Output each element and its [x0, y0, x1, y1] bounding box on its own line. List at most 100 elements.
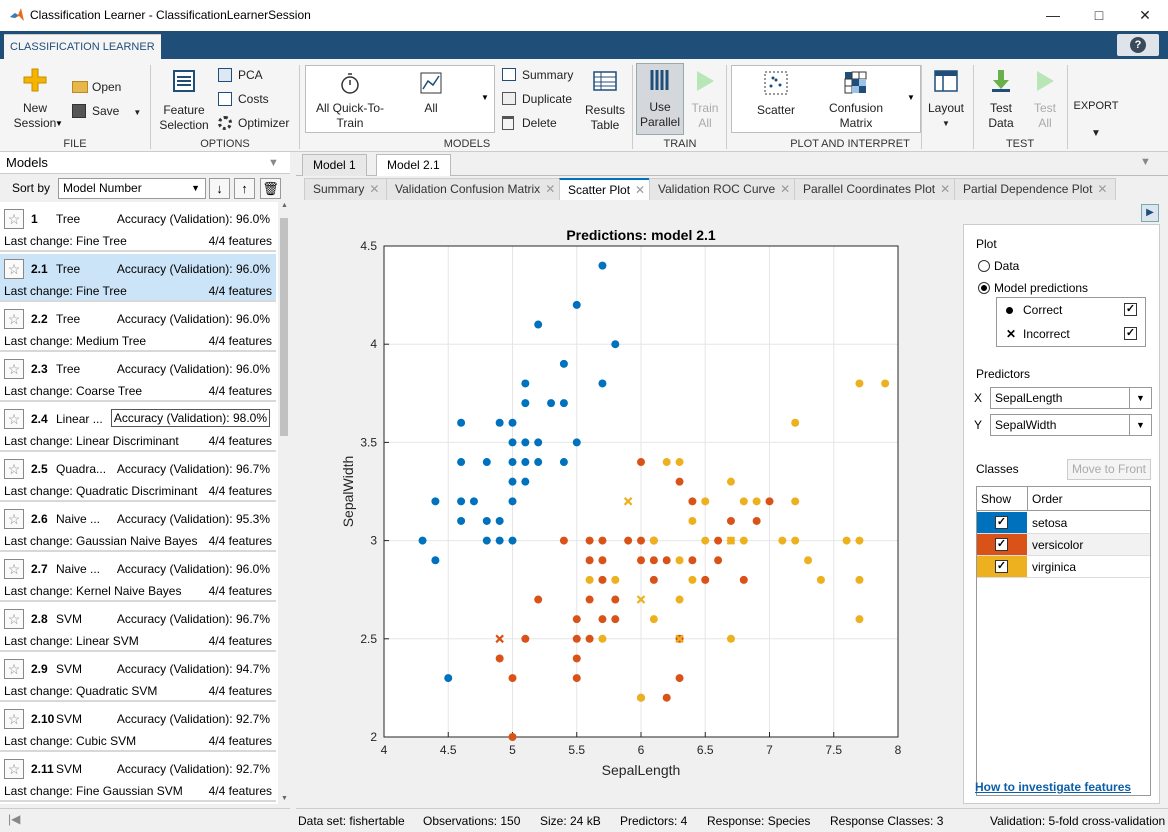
arrow-down-icon: ↓ [216, 181, 223, 196]
duplicate-button[interactable]: Duplicate [502, 92, 572, 107]
minimize-button[interactable]: — [1046, 7, 1060, 23]
delete-model-button[interactable]: 🗑 [260, 178, 281, 199]
use-parallel-button[interactable]: Use Parallel [636, 63, 684, 135]
collapse-panel-icon[interactable]: |◀ [8, 812, 21, 826]
scrollbar-thumb[interactable] [280, 218, 288, 436]
feature-selection-button[interactable]: Feature Selection [156, 69, 212, 133]
delete-button[interactable]: Delete [502, 116, 557, 131]
train-all-button[interactable]: Train All [688, 69, 722, 131]
new-session-button[interactable]: New Session [6, 67, 64, 131]
investigate-features-link[interactable]: How to investigate features [975, 780, 1132, 794]
model-card[interactable]: ☆ 2.1 Tree Accuracy (Validation): 96.0% Last… [0, 254, 276, 302]
costs-button[interactable]: Costs [218, 92, 269, 107]
close-icon[interactable]: ✕ [635, 183, 646, 197]
save-dropdown-icon[interactable]: ▼ [133, 108, 142, 117]
close-icon[interactable]: ✕ [1097, 182, 1108, 196]
favorite-star-icon[interactable]: ☆ [4, 659, 24, 679]
class-row[interactable]: ✓ setosa [977, 512, 1150, 534]
favorite-star-icon[interactable]: ☆ [4, 509, 24, 529]
class-show-checkbox[interactable]: ✓ [995, 516, 1008, 529]
favorite-star-icon[interactable]: ☆ [4, 359, 24, 379]
tab-model-1[interactable]: Model 1 [302, 154, 367, 176]
tab-validation-confusion-matrix[interactable]: Validation Confusion Matrix ✕ [386, 178, 565, 200]
favorite-star-icon[interactable]: ☆ [4, 559, 24, 579]
model-card[interactable]: ☆ 1 Tree Accuracy (Validation): 96.0% Last c… [0, 204, 276, 252]
favorite-star-icon[interactable]: ☆ [4, 459, 24, 479]
favorite-star-icon[interactable]: ☆ [4, 259, 24, 279]
panel-menu-icon[interactable]: ▼ [268, 157, 279, 169]
model-card[interactable]: ☆ 2.4 Linear ... Accuracy (Validation): 98.… [0, 404, 276, 452]
pca-button[interactable]: PCA [218, 68, 263, 83]
maximize-button[interactable]: □ [1094, 7, 1104, 23]
help-button[interactable]: ? [1117, 34, 1159, 56]
model-card[interactable]: ☆ 2.6 Naive ... Accuracy (Validation): 95.3… [0, 504, 276, 552]
data-point-correct [572, 634, 581, 643]
gallery-expand-icon[interactable]: ▼ [481, 93, 489, 102]
data-radio[interactable]: Data [978, 259, 1019, 273]
tab-validation-roc-curve[interactable]: Validation ROC Curve ✕ [649, 178, 800, 200]
class-show-checkbox[interactable]: ✓ [995, 560, 1008, 573]
tab-model-2-1[interactable]: Model 2.1 [376, 154, 451, 176]
close-button[interactable]: ✕ [1139, 7, 1151, 23]
tab-scatter-plot[interactable]: Scatter Plot ✕ [559, 178, 655, 200]
data-point-correct [559, 359, 568, 368]
scroll-down-icon[interactable]: ▼ [281, 795, 288, 802]
tab-parallel-coordinates-plot[interactable]: Parallel Coordinates Plot ✕ [794, 178, 960, 200]
class-row[interactable]: ✓ versicolor [977, 534, 1150, 556]
y-predictor-select[interactable]: SepalWidth ▼ [990, 414, 1152, 436]
favorite-star-icon[interactable]: ☆ [4, 759, 24, 779]
scatter-button[interactable]: Scatter [748, 71, 804, 118]
scroll-up-icon[interactable]: ▲ [281, 202, 288, 209]
tab-partial-dependence-plot[interactable]: Partial Dependence Plot ✕ [954, 178, 1117, 200]
tab-summary[interactable]: Summary ✕ [304, 178, 389, 200]
confusion-matrix-button[interactable]: Confusion Matrix [824, 71, 888, 131]
incorrect-checkbox[interactable]: ✓ [1124, 327, 1137, 340]
close-icon[interactable]: ✕ [545, 182, 556, 196]
favorite-star-icon[interactable]: ☆ [4, 209, 24, 229]
correct-checkbox[interactable]: ✓ [1124, 303, 1137, 316]
close-icon[interactable]: ✕ [369, 182, 380, 196]
open-button[interactable]: Open [72, 80, 121, 95]
save-button[interactable]: Save ▼ [72, 104, 141, 120]
correct-row: Correct ✓ [1006, 303, 1141, 317]
optimizer-button[interactable]: Optimizer [218, 116, 289, 131]
all-quick-to-train-button[interactable]: All Quick-To-Train [310, 71, 390, 131]
sort-descending-button[interactable]: ↓ [209, 178, 230, 199]
model-predictions-radio[interactable]: Model predictions [978, 281, 1088, 295]
model-card[interactable]: ☆ 2.7 Naive ... Accuracy (Validation): 96.0… [0, 554, 276, 602]
dock-panel-button[interactable]: ▶ [1141, 204, 1159, 222]
close-icon[interactable]: ✕ [940, 182, 951, 196]
test-all-button[interactable]: Test All [1028, 69, 1062, 131]
tab-classification-learner[interactable]: CLASSIFICATION LEARNER [4, 34, 161, 59]
export-button[interactable]: EXPORT ▼ [1073, 100, 1119, 139]
model-card[interactable]: ☆ 2.9 SVM Accuracy (Validation): 94.7% Last … [0, 654, 276, 702]
x-tick-label: 7 [766, 743, 773, 757]
class-show-checkbox[interactable]: ✓ [995, 538, 1008, 551]
close-icon[interactable]: ✕ [780, 182, 791, 196]
x-predictor-select[interactable]: SepalLength ▼ [990, 387, 1152, 409]
class-row[interactable]: ✓ virginica [977, 556, 1150, 578]
model-card[interactable]: ☆ 2.3 Tree Accuracy (Validation): 96.0% Last… [0, 354, 276, 402]
new-session-label: New Session [13, 101, 57, 130]
model-card[interactable]: ☆ 2.2 Tree Accuracy (Validation): 96.0% Last… [0, 304, 276, 352]
favorite-star-icon[interactable]: ☆ [4, 409, 24, 429]
all-models-button[interactable]: All [410, 71, 452, 116]
favorite-star-icon[interactable]: ☆ [4, 609, 24, 629]
new-session-dropdown-icon[interactable]: ▼ [55, 119, 63, 128]
layout-button[interactable]: Layout ▼ [926, 69, 966, 131]
model-card[interactable]: ☆ 2.5 Quadra... Accuracy (Validation): 96.7… [0, 454, 276, 502]
model-card[interactable]: ☆ 2.11 SVM Accuracy (Validation): 92.7% Last… [0, 754, 276, 802]
test-data-button[interactable]: Test Data [978, 69, 1024, 131]
x-axis-label: X [974, 391, 983, 405]
tabs-menu-icon[interactable]: ▼ [1140, 156, 1151, 168]
summary-button[interactable]: Summary [502, 68, 573, 83]
model-card[interactable]: ☆ 2.8 SVM Accuracy (Validation): 96.7% Last … [0, 604, 276, 652]
favorite-star-icon[interactable]: ☆ [4, 309, 24, 329]
plot-gallery-expand-icon[interactable]: ▼ [907, 93, 915, 102]
move-to-front-button[interactable]: Move to Front [1067, 459, 1151, 480]
results-table-button[interactable]: Results Table [582, 69, 628, 133]
sort-ascending-button[interactable]: ↑ [234, 178, 255, 199]
model-card[interactable]: ☆ 2.10 SVM Accuracy (Validation): 92.7% Last… [0, 704, 276, 752]
favorite-star-icon[interactable]: ☆ [4, 709, 24, 729]
sort-select[interactable]: Model Number ▼ [58, 178, 206, 199]
